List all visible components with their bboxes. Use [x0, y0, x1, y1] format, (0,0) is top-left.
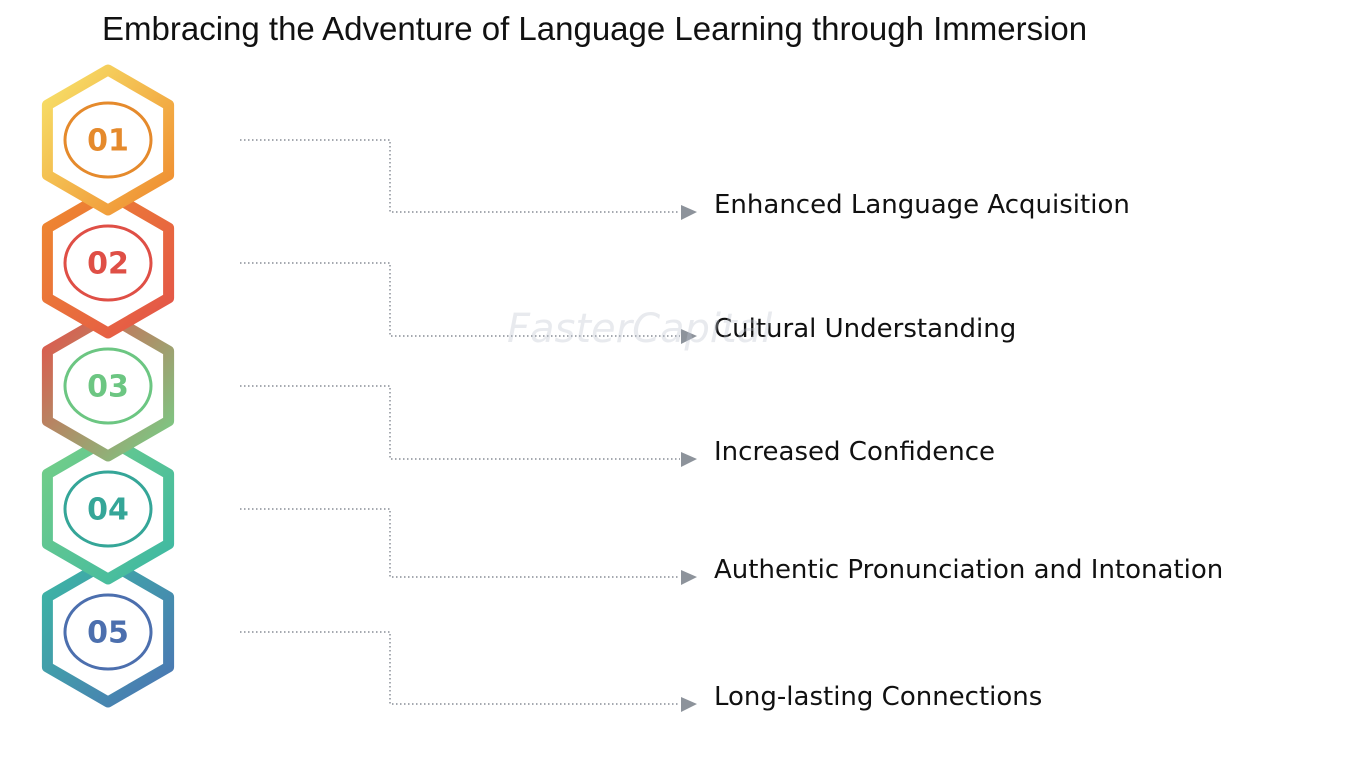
- dotted-line: [240, 262, 680, 337]
- arrowhead-icon: [681, 205, 697, 220]
- step-number: 04: [87, 493, 129, 528]
- arrowhead-icon: [681, 697, 697, 712]
- arrowhead-icon: [681, 452, 697, 467]
- step-number: 02: [87, 247, 129, 282]
- arrowhead-icon: [681, 329, 697, 344]
- step-label: Authentic Pronunciation and Intonation: [714, 555, 1223, 585]
- step-label: Enhanced Language Acquisition: [714, 190, 1130, 220]
- arrowhead-icon: [681, 570, 697, 585]
- step-label: Long-lasting Connections: [714, 682, 1042, 712]
- connectors: Enhanced Language Acquisition Cultural Un…: [240, 139, 1223, 712]
- number-ring: [63, 347, 153, 425]
- hexagon-stack: 05 04 03 02 01: [41, 64, 175, 708]
- step-hexagon-05: 05: [41, 556, 175, 708]
- step-number: 03: [87, 370, 129, 405]
- step-hexagon-01: 01: [41, 64, 175, 216]
- step-connector-03: Increased Confidence: [240, 385, 995, 467]
- step-connector-01: Enhanced Language Acquisition: [240, 139, 1130, 220]
- dotted-line: [240, 385, 680, 460]
- dotted-line: [240, 631, 680, 705]
- step-connector-02: Cultural Understanding: [240, 262, 1016, 344]
- step-hexagon-03: 03: [41, 310, 175, 462]
- dotted-line: [240, 508, 680, 578]
- step-hexagon-04: 04: [41, 433, 175, 585]
- step-number: 05: [87, 616, 129, 651]
- step-number: 01: [87, 124, 129, 159]
- number-ring: [63, 224, 153, 302]
- dotted-line: [240, 139, 680, 213]
- step-hexagon-02: 02: [41, 187, 175, 339]
- page-title: Embracing the Adventure of Language Lear…: [102, 10, 1088, 47]
- step-label: Cultural Understanding: [714, 314, 1016, 344]
- number-ring: [63, 593, 153, 671]
- number-ring: [63, 101, 153, 179]
- number-ring: [63, 470, 153, 548]
- watermark-logo: FasterCapital: [507, 306, 773, 352]
- step-label: Increased Confidence: [714, 437, 995, 467]
- step-connector-05: Long-lasting Connections: [240, 631, 1042, 712]
- step-connector-04: Authentic Pronunciation and Intonation: [240, 508, 1223, 585]
